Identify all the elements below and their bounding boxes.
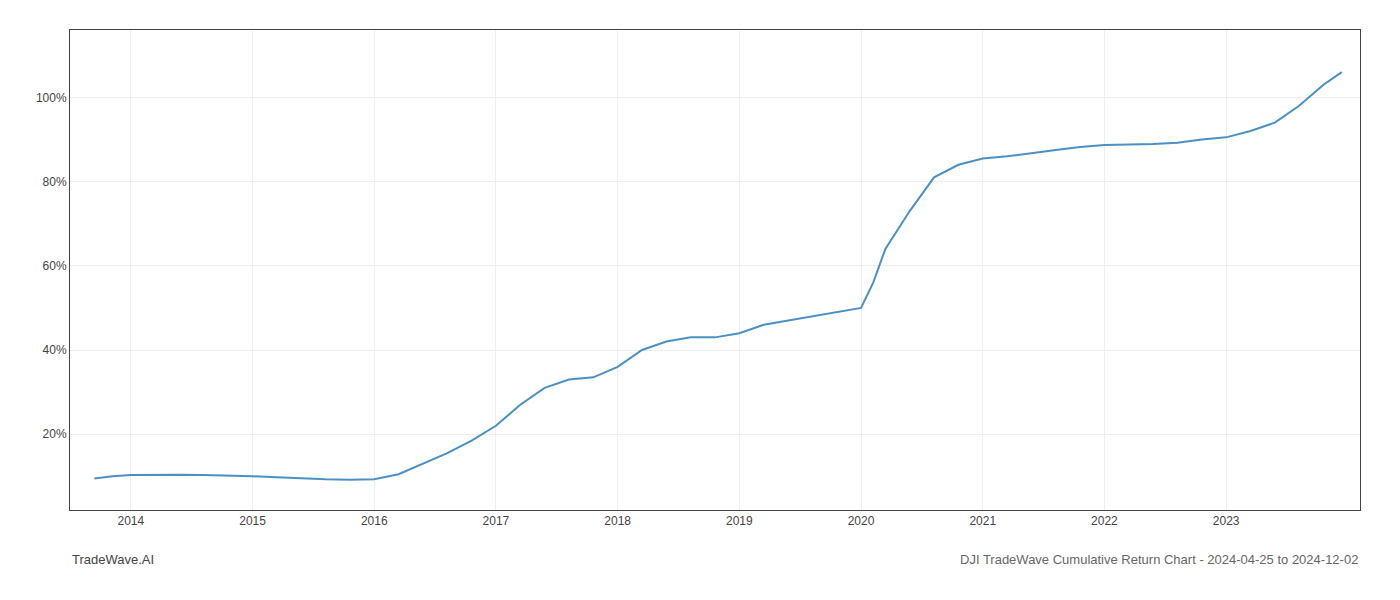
svg-text:2015: 2015 <box>239 514 266 528</box>
svg-text:2022: 2022 <box>1091 514 1118 528</box>
svg-text:60%: 60% <box>43 259 67 273</box>
svg-text:2021: 2021 <box>969 514 996 528</box>
svg-text:80%: 80% <box>43 175 67 189</box>
svg-text:2016: 2016 <box>361 514 388 528</box>
svg-text:100%: 100% <box>36 91 67 105</box>
svg-text:2023: 2023 <box>1213 514 1240 528</box>
svg-text:TradeWave.AI: TradeWave.AI <box>72 552 154 567</box>
svg-text:2019: 2019 <box>726 514 753 528</box>
svg-text:DJI TradeWave Cumulative Retur: DJI TradeWave Cumulative Return Chart - … <box>960 552 1358 567</box>
svg-text:2018: 2018 <box>604 514 631 528</box>
svg-text:20%: 20% <box>43 427 67 441</box>
svg-text:2020: 2020 <box>848 514 875 528</box>
svg-text:2014: 2014 <box>117 514 144 528</box>
svg-text:40%: 40% <box>43 343 67 357</box>
svg-text:2017: 2017 <box>483 514 510 528</box>
